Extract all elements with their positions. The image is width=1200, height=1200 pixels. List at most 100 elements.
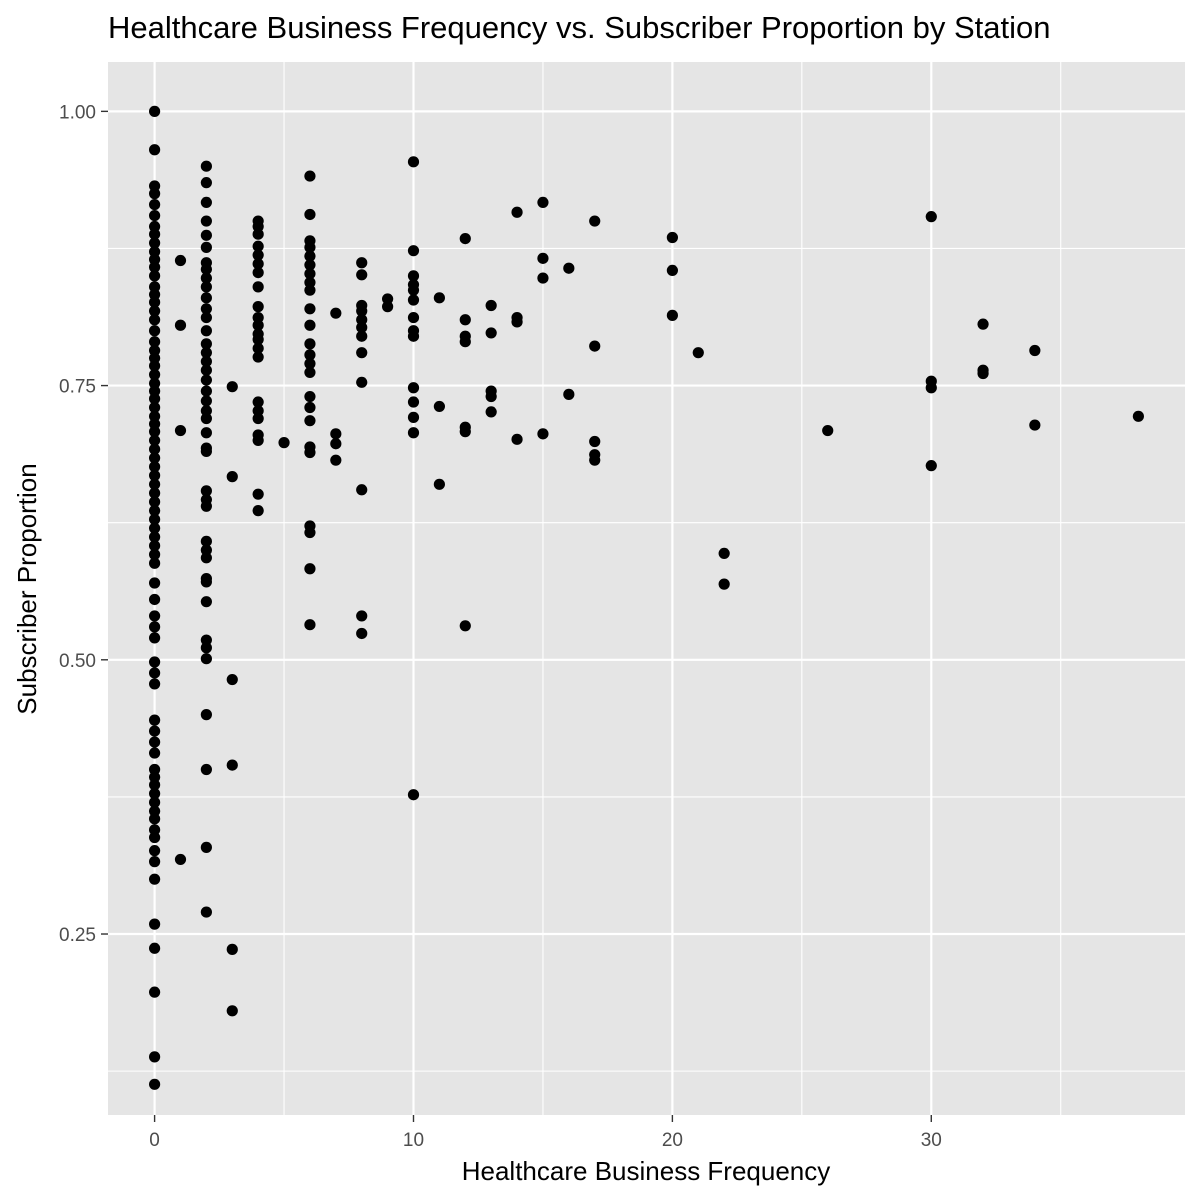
y-axis: 0.25 0.50 0.75 1.00 (59, 102, 108, 946)
data-point (304, 619, 316, 631)
data-point (304, 250, 316, 262)
data-point (200, 544, 212, 556)
data-point (200, 215, 212, 227)
data-point (174, 319, 187, 331)
data-point (459, 620, 471, 632)
data-point (149, 281, 161, 293)
data-point (537, 272, 549, 284)
data-point (407, 382, 420, 394)
data-point (356, 484, 368, 496)
data-point (149, 725, 161, 737)
data-point (149, 469, 161, 482)
plot-panel (108, 62, 1185, 1115)
data-point (149, 105, 161, 117)
data-point (252, 319, 264, 331)
data-point (226, 673, 238, 686)
data-point (149, 788, 161, 800)
data-point (149, 246, 161, 258)
data-point (252, 405, 264, 417)
data-point (925, 211, 937, 223)
data-point (149, 593, 161, 606)
data-point (200, 355, 212, 368)
data-point (252, 258, 264, 270)
x-tick-label: 30 (921, 1130, 942, 1151)
data-point (174, 254, 187, 267)
data-point (149, 261, 161, 273)
data-point (149, 377, 161, 389)
data-point (149, 487, 161, 499)
data-point (589, 454, 601, 466)
data-point (407, 311, 420, 324)
data-point (149, 305, 161, 317)
data-point (149, 443, 161, 455)
data-point (200, 241, 212, 253)
data-point (149, 678, 161, 690)
data-point (200, 272, 212, 284)
data-point (252, 281, 264, 293)
y-axis-title: Subscriber Proportion (12, 463, 42, 714)
data-point (149, 478, 161, 490)
data-point (149, 505, 161, 517)
x-axis: 0 10 20 30 (149, 1115, 942, 1151)
data-point (149, 942, 161, 954)
data-point (304, 338, 316, 350)
data-point (149, 771, 161, 783)
data-point (149, 577, 161, 589)
data-point (252, 351, 264, 363)
data-point (304, 303, 316, 315)
data-point (200, 485, 212, 497)
data-point (149, 360, 161, 372)
data-point (407, 270, 420, 282)
data-point (149, 209, 161, 222)
data-point (666, 264, 678, 277)
data-point (692, 347, 704, 359)
data-point (304, 259, 316, 271)
data-point (149, 237, 161, 249)
data-point (149, 496, 161, 508)
data-point (589, 435, 601, 448)
data-point (356, 321, 368, 334)
data-point (149, 747, 161, 759)
data-point (200, 596, 212, 608)
data-point (433, 292, 445, 304)
data-point (149, 873, 161, 885)
data-point (149, 369, 161, 381)
data-point (252, 412, 264, 425)
data-point (666, 231, 678, 244)
data-point (200, 642, 212, 654)
data-point (407, 294, 420, 306)
data-point (200, 263, 212, 275)
data-point (149, 198, 161, 211)
data-point (149, 540, 161, 552)
data-point (252, 342, 264, 354)
data-point (252, 220, 264, 233)
data-point (149, 621, 161, 633)
data-point (149, 188, 161, 200)
data-point (149, 531, 161, 543)
data-point (149, 426, 161, 438)
data-point (407, 245, 420, 257)
data-point (226, 943, 238, 955)
data-point (226, 471, 238, 483)
y-tick-label: 0.75 (59, 377, 96, 398)
data-point (718, 578, 730, 590)
data-point (200, 405, 212, 417)
data-point (149, 714, 161, 726)
data-point (511, 316, 523, 328)
data-point (200, 653, 212, 665)
data-point (226, 1005, 238, 1017)
data-point (304, 208, 316, 221)
data-point (149, 813, 161, 825)
data-point (200, 395, 212, 407)
data-point (149, 344, 161, 357)
data-point (304, 415, 316, 427)
data-point (304, 319, 316, 331)
data-point (226, 759, 238, 771)
data-point (1132, 410, 1144, 422)
chart-title: Healthcare Business Frequency vs. Subscr… (108, 10, 1051, 45)
data-point (718, 547, 730, 560)
y-tick-label: 0.25 (59, 925, 96, 946)
data-point (200, 160, 212, 172)
data-point (149, 824, 161, 836)
data-point (356, 257, 368, 269)
